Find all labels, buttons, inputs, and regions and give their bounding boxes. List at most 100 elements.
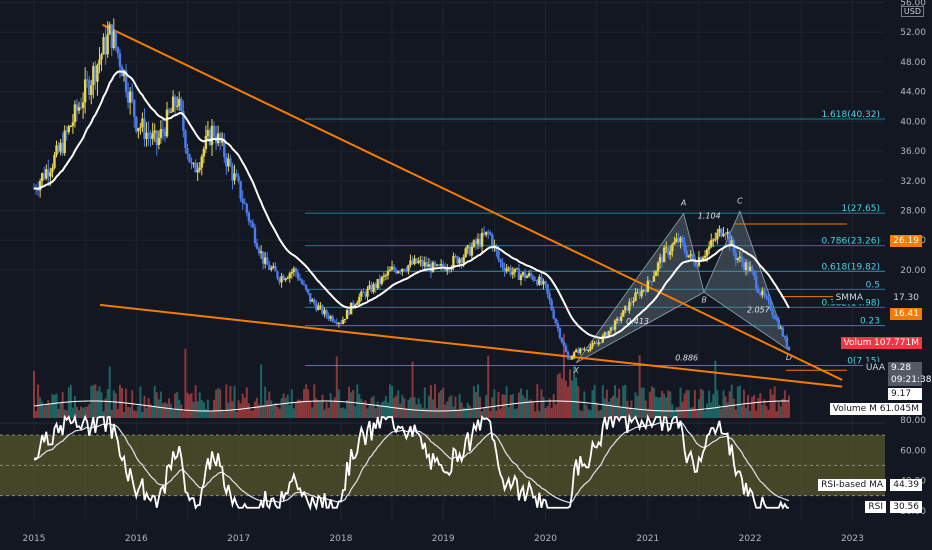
volume-bar bbox=[65, 410, 68, 418]
volume-bar bbox=[787, 395, 790, 418]
candle-body bbox=[137, 128, 140, 132]
candle-body bbox=[296, 272, 300, 279]
candle-body bbox=[693, 259, 697, 266]
candle-body bbox=[685, 250, 688, 258]
volume-bar bbox=[378, 404, 381, 418]
candle-body bbox=[423, 262, 426, 267]
candle-body bbox=[343, 319, 347, 321]
candle-body bbox=[491, 234, 494, 247]
candle-body bbox=[779, 327, 782, 329]
volume-bar bbox=[317, 401, 320, 418]
volume-bar bbox=[644, 400, 647, 418]
candle-body bbox=[184, 130, 187, 148]
volume-bar bbox=[732, 398, 735, 418]
volume-bar bbox=[440, 390, 443, 418]
volume-bar bbox=[652, 387, 655, 418]
volume-bar bbox=[626, 400, 629, 418]
rsi-ma-value-tag: 44.39 bbox=[890, 479, 922, 491]
candle-body bbox=[345, 309, 349, 320]
rsi-ma-label-tag: RSI-based MA bbox=[818, 479, 886, 491]
candle-body bbox=[90, 85, 93, 95]
candle-body bbox=[92, 66, 95, 86]
fib-label: 0(7.15) bbox=[847, 356, 880, 366]
candle-body bbox=[669, 251, 672, 255]
volume-bar bbox=[319, 401, 322, 418]
volume-bar bbox=[487, 355, 490, 418]
candle-body bbox=[257, 248, 261, 254]
candle-body bbox=[313, 299, 316, 304]
candle-body bbox=[337, 322, 341, 324]
volume-bar bbox=[350, 392, 353, 418]
candle-body bbox=[51, 167, 54, 173]
candle-body bbox=[681, 237, 684, 243]
volume-bar bbox=[372, 395, 375, 418]
candle-body bbox=[511, 272, 514, 275]
candle-body bbox=[251, 222, 255, 228]
candle-body bbox=[155, 130, 158, 145]
candle-body bbox=[675, 238, 678, 242]
volume-bar bbox=[82, 407, 85, 418]
volume-bar bbox=[767, 409, 770, 418]
candle-body bbox=[421, 260, 424, 267]
volume-bar bbox=[364, 400, 367, 418]
volume-bar bbox=[654, 396, 657, 418]
volume-bar bbox=[241, 393, 244, 418]
volume-bar bbox=[659, 397, 662, 418]
volume-bar bbox=[552, 394, 555, 418]
candle-body bbox=[570, 356, 574, 360]
volume-bar bbox=[407, 399, 410, 418]
candle-body bbox=[417, 261, 420, 264]
candle-body bbox=[536, 280, 539, 285]
candle-body bbox=[444, 267, 447, 271]
volume-bar bbox=[628, 406, 631, 418]
volume-bar bbox=[346, 400, 349, 418]
volume-bar bbox=[618, 388, 621, 418]
candle-body bbox=[671, 244, 674, 252]
volume-bar bbox=[370, 397, 373, 418]
volume-bar bbox=[542, 397, 545, 418]
volume-bar bbox=[429, 385, 432, 418]
candle-body bbox=[196, 169, 199, 173]
candle-body bbox=[241, 198, 244, 203]
candle-body bbox=[40, 173, 44, 182]
volume-bar bbox=[564, 380, 567, 418]
volume-bar bbox=[182, 411, 185, 418]
candle-body bbox=[513, 268, 517, 273]
candle-body bbox=[701, 257, 705, 261]
volume-bar bbox=[110, 409, 113, 418]
volume-bar bbox=[397, 390, 400, 418]
volume-bar bbox=[620, 407, 623, 418]
volume-bar bbox=[630, 400, 633, 418]
volume-bar bbox=[759, 393, 762, 418]
candle-body bbox=[499, 259, 502, 263]
volume-bar bbox=[436, 407, 439, 418]
volume-bar bbox=[526, 389, 529, 418]
volume-bar bbox=[288, 405, 291, 418]
pattern-xab bbox=[575, 212, 705, 364]
candle-body bbox=[462, 256, 465, 263]
target-price-tag: 26.19 bbox=[890, 235, 922, 247]
pattern-point-label: A bbox=[680, 198, 686, 207]
candle-body bbox=[736, 258, 740, 261]
volume-bar bbox=[456, 409, 459, 418]
candle-body bbox=[765, 295, 768, 298]
candle-body bbox=[233, 173, 236, 181]
volume-bar bbox=[503, 394, 506, 418]
candle-body bbox=[613, 320, 617, 330]
candle-body bbox=[327, 315, 330, 319]
candle-body bbox=[587, 349, 590, 351]
volume-bar bbox=[155, 392, 158, 418]
volume-ma-label-tag: Volume MA bbox=[829, 403, 886, 415]
candle-body bbox=[237, 176, 240, 182]
rsi-line bbox=[33, 413, 789, 511]
candle-body bbox=[607, 330, 611, 337]
volume-bar bbox=[260, 364, 263, 418]
candle-body bbox=[665, 247, 668, 249]
candle-body bbox=[182, 110, 185, 131]
time-tick-label: 2019 bbox=[432, 534, 455, 544]
volume-bar bbox=[303, 389, 306, 418]
volume-bar bbox=[198, 392, 201, 418]
candle-body bbox=[595, 343, 598, 345]
